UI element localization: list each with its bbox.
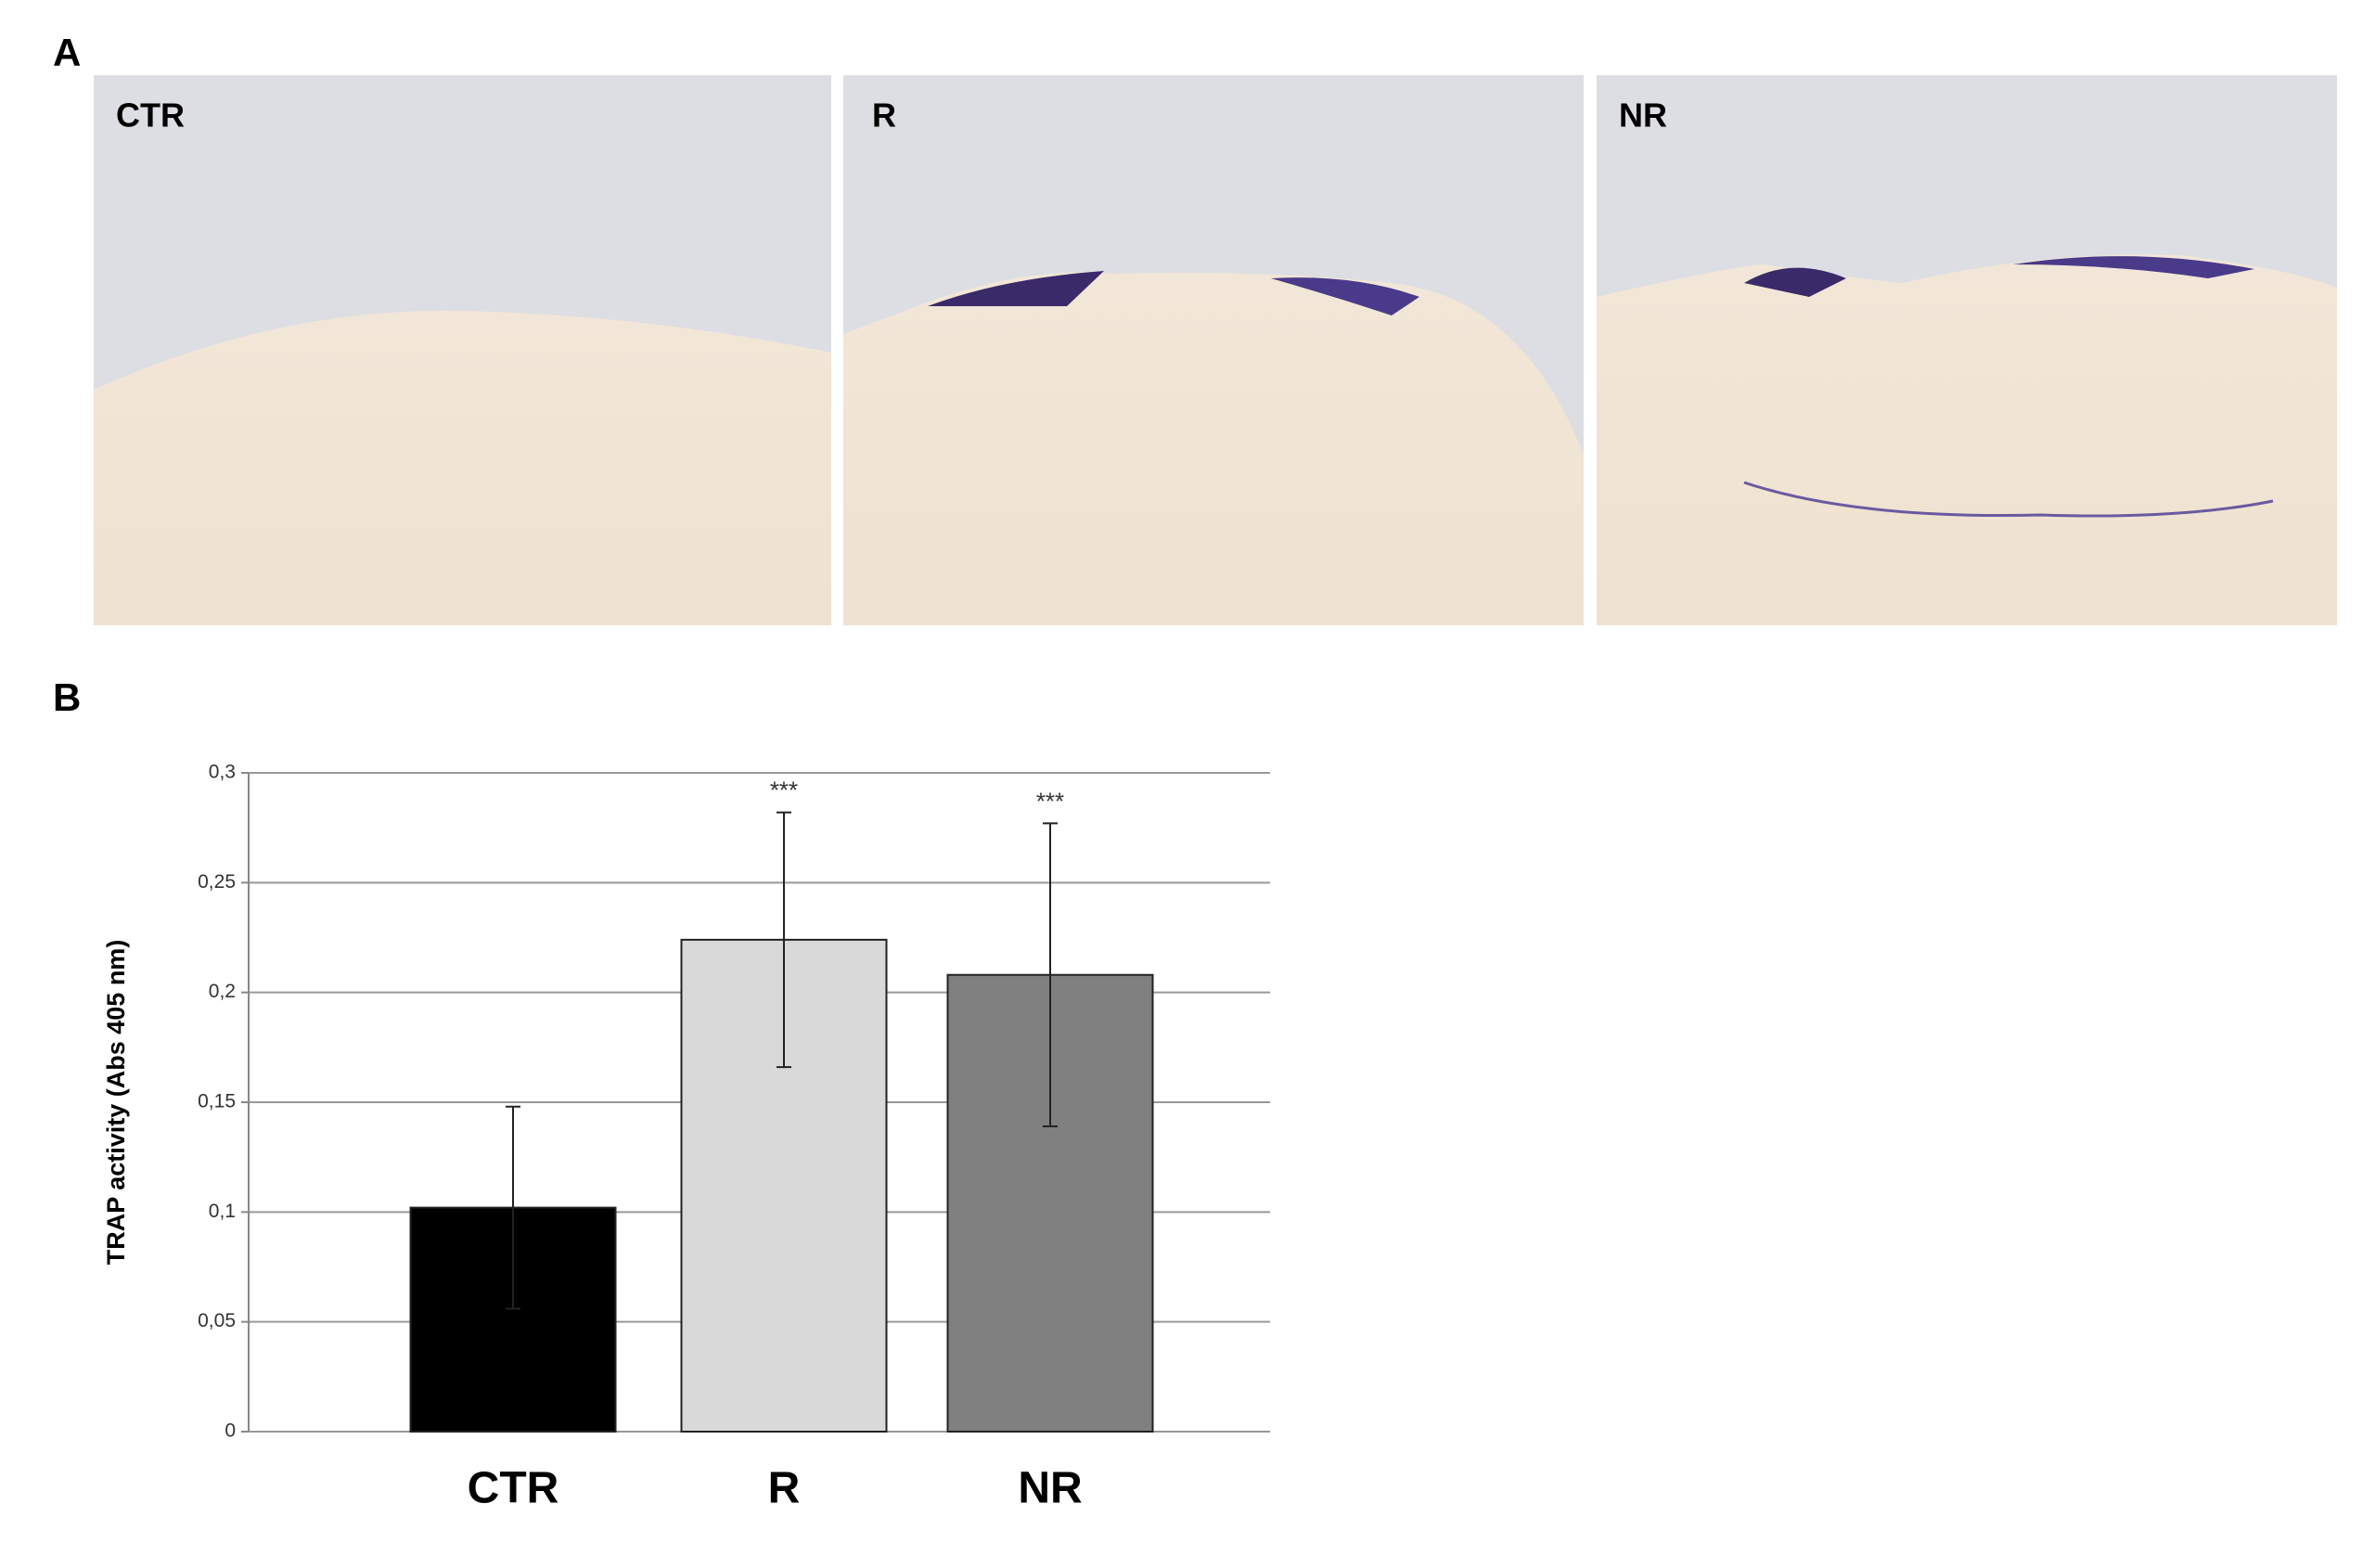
panel-label: A xyxy=(53,31,81,74)
micrograph: CTR xyxy=(94,75,831,625)
significance-label: *** xyxy=(770,776,798,803)
error-bar xyxy=(777,811,791,1069)
y-axis-title: TRAP activity (Abs 405 nm) xyxy=(102,940,130,1266)
x-tick-label: CTR xyxy=(468,1464,559,1513)
y-tick-label: 0,2 xyxy=(209,981,236,1002)
image-label: NR xyxy=(1619,96,1667,135)
panel-label: B xyxy=(53,675,81,719)
significance-label: *** xyxy=(1036,787,1064,815)
image-label: R xyxy=(872,96,896,135)
y-tick-label: 0,25 xyxy=(198,871,236,893)
y-tick-label: 0,1 xyxy=(209,1201,236,1222)
y-tick-label: 0,15 xyxy=(198,1091,236,1112)
micrograph: NR xyxy=(1597,75,2337,625)
x-tick-label: NR xyxy=(1018,1464,1082,1513)
x-tick-label: R xyxy=(768,1464,801,1513)
micrograph: R xyxy=(843,75,1584,625)
image-label: CTR xyxy=(116,96,185,135)
y-tick-label: 0,05 xyxy=(198,1310,236,1331)
error-bar xyxy=(506,1105,520,1310)
y-tick-label: 0,3 xyxy=(209,762,236,783)
y-tick-label: 0 xyxy=(225,1420,236,1442)
error-bar xyxy=(1043,822,1058,1128)
